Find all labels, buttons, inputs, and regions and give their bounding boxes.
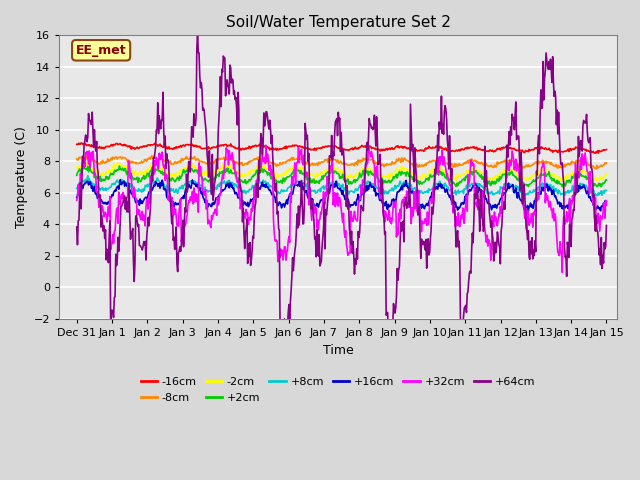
-2cm bbox=[73, 165, 81, 171]
+2cm bbox=[73, 172, 81, 178]
Line: +32cm: +32cm bbox=[77, 145, 607, 273]
+8cm bbox=[83, 177, 90, 183]
X-axis label: Time: Time bbox=[323, 344, 353, 357]
+64cm bbox=[603, 223, 611, 228]
+32cm bbox=[406, 203, 414, 209]
Line: +16cm: +16cm bbox=[77, 180, 607, 211]
+8cm bbox=[191, 179, 199, 185]
+32cm bbox=[191, 199, 198, 205]
+32cm bbox=[422, 217, 430, 223]
+64cm bbox=[423, 265, 431, 271]
-8cm bbox=[137, 160, 145, 166]
+2cm bbox=[559, 184, 566, 190]
-16cm bbox=[603, 146, 611, 152]
+2cm bbox=[422, 176, 430, 182]
+64cm bbox=[73, 224, 81, 230]
+2cm bbox=[116, 163, 124, 169]
-16cm bbox=[83, 143, 91, 148]
+16cm bbox=[73, 194, 81, 200]
-2cm bbox=[83, 162, 91, 168]
-2cm bbox=[138, 171, 145, 177]
-2cm bbox=[422, 175, 430, 180]
-16cm bbox=[595, 150, 602, 156]
Y-axis label: Temperature (C): Temperature (C) bbox=[15, 126, 28, 228]
Line: +2cm: +2cm bbox=[77, 166, 607, 187]
+64cm bbox=[408, 124, 415, 130]
Title: Soil/Water Temperature Set 2: Soil/Water Temperature Set 2 bbox=[226, 15, 451, 30]
-2cm bbox=[191, 163, 199, 169]
-8cm bbox=[148, 153, 156, 159]
+32cm bbox=[219, 172, 227, 178]
+8cm bbox=[73, 185, 81, 191]
+16cm bbox=[603, 198, 611, 204]
-16cm bbox=[138, 144, 145, 150]
+64cm bbox=[385, 349, 393, 355]
-8cm bbox=[83, 156, 90, 162]
+8cm bbox=[406, 182, 414, 188]
+8cm bbox=[138, 189, 145, 195]
+8cm bbox=[220, 180, 227, 186]
+8cm bbox=[592, 193, 600, 199]
+16cm bbox=[116, 177, 124, 183]
-8cm bbox=[406, 160, 414, 166]
-16cm bbox=[220, 143, 227, 149]
-8cm bbox=[603, 160, 611, 166]
+16cm bbox=[422, 203, 430, 208]
+64cm bbox=[220, 53, 227, 59]
+16cm bbox=[220, 187, 227, 193]
+2cm bbox=[191, 167, 199, 173]
+16cm bbox=[83, 179, 90, 185]
+64cm bbox=[137, 244, 145, 250]
-16cm bbox=[77, 140, 85, 146]
+16cm bbox=[406, 187, 414, 192]
-16cm bbox=[406, 146, 414, 152]
+2cm bbox=[406, 173, 414, 179]
-8cm bbox=[220, 156, 227, 161]
-8cm bbox=[592, 166, 600, 172]
Line: -8cm: -8cm bbox=[77, 156, 607, 169]
-2cm bbox=[453, 178, 461, 183]
+32cm bbox=[365, 143, 372, 148]
Line: +64cm: +64cm bbox=[77, 33, 607, 352]
-16cm bbox=[73, 142, 81, 147]
-2cm bbox=[83, 159, 90, 165]
+32cm bbox=[73, 197, 81, 203]
+16cm bbox=[191, 181, 199, 187]
+16cm bbox=[138, 198, 145, 204]
+8cm bbox=[603, 188, 611, 193]
-8cm bbox=[422, 163, 430, 168]
-8cm bbox=[191, 157, 199, 163]
Line: -16cm: -16cm bbox=[77, 143, 607, 153]
-16cm bbox=[422, 145, 430, 151]
+2cm bbox=[220, 168, 227, 173]
+2cm bbox=[83, 166, 90, 171]
-8cm bbox=[73, 156, 81, 162]
-16cm bbox=[191, 143, 199, 148]
-2cm bbox=[220, 166, 227, 171]
-2cm bbox=[406, 169, 414, 175]
+32cm bbox=[603, 202, 611, 208]
+32cm bbox=[83, 152, 90, 157]
+64cm bbox=[194, 30, 202, 36]
Line: -2cm: -2cm bbox=[77, 162, 607, 180]
+32cm bbox=[559, 270, 566, 276]
Legend: -16cm, -8cm, -2cm, +2cm, +8cm, +16cm, +32cm, +64cm: -16cm, -8cm, -2cm, +2cm, +8cm, +16cm, +3… bbox=[136, 373, 540, 407]
-2cm bbox=[603, 171, 611, 177]
Line: +8cm: +8cm bbox=[77, 176, 607, 196]
+2cm bbox=[138, 177, 145, 182]
+8cm bbox=[84, 173, 92, 179]
+64cm bbox=[191, 122, 198, 128]
+64cm bbox=[83, 133, 90, 139]
+8cm bbox=[422, 190, 430, 195]
+16cm bbox=[596, 208, 604, 214]
Text: EE_met: EE_met bbox=[76, 44, 127, 57]
+2cm bbox=[603, 177, 611, 183]
+32cm bbox=[137, 217, 145, 223]
